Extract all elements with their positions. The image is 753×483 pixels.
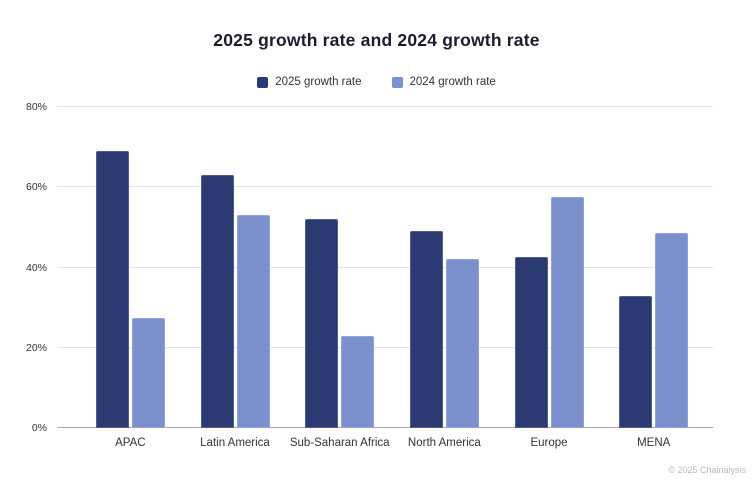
x-category-label: Latin America <box>200 437 270 449</box>
x-category-label: APAC <box>115 437 146 449</box>
bar-group <box>392 107 497 428</box>
bar-group <box>287 107 392 428</box>
bar <box>200 175 234 428</box>
x-axis-labels: APAC Latin America Sub-Saharan Africa North… <box>78 437 706 449</box>
y-axis-labels: 0% 20% 40% 60% 80% <box>0 101 52 434</box>
y-tick-label: 0% <box>31 422 47 434</box>
y-tick-label: 60% <box>25 181 47 194</box>
plot-area <box>57 106 713 428</box>
bar <box>341 335 375 428</box>
bar <box>95 151 129 428</box>
bar-group <box>183 107 288 428</box>
bar <box>619 295 653 428</box>
legend-swatch-icon <box>257 76 269 88</box>
bar-group <box>78 107 183 428</box>
x-axis-line <box>57 427 713 428</box>
gridline <box>57 186 713 188</box>
bar <box>305 219 339 428</box>
legend-label: 2025 growth rate <box>275 76 362 88</box>
x-category-label: MENA <box>637 437 671 449</box>
bar <box>550 197 584 428</box>
y-tick-label: 80% <box>25 101 47 113</box>
legend-item-2025: 2025 growth rate <box>257 76 362 88</box>
legend-label: 2024 growth rate <box>409 76 496 88</box>
bars-row <box>78 107 706 428</box>
y-tick-label: 40% <box>25 261 47 274</box>
gridline <box>57 106 713 107</box>
x-category-label: Sub-Saharan Africa <box>289 437 390 449</box>
bar <box>131 317 165 428</box>
watermark: © 2025 Chainalysis <box>668 465 746 475</box>
y-tick-label: 20% <box>25 341 47 354</box>
bar <box>445 259 479 428</box>
legend-swatch-icon <box>391 76 403 88</box>
chart-title: 2025 growth rate and 2024 growth rate <box>213 30 540 50</box>
x-category-label: Europe <box>530 437 568 449</box>
bar-group <box>601 107 706 428</box>
bar <box>514 257 548 428</box>
legend: 2025 growth rate 2024 growth rate <box>0 76 753 88</box>
bar <box>655 233 689 428</box>
bar-group <box>497 107 602 428</box>
bar <box>236 215 270 428</box>
x-category-label: North America <box>407 437 481 449</box>
bar <box>409 231 443 428</box>
gridline <box>57 346 713 348</box>
gridline <box>57 266 713 268</box>
legend-item-2024: 2024 growth rate <box>391 76 496 88</box>
